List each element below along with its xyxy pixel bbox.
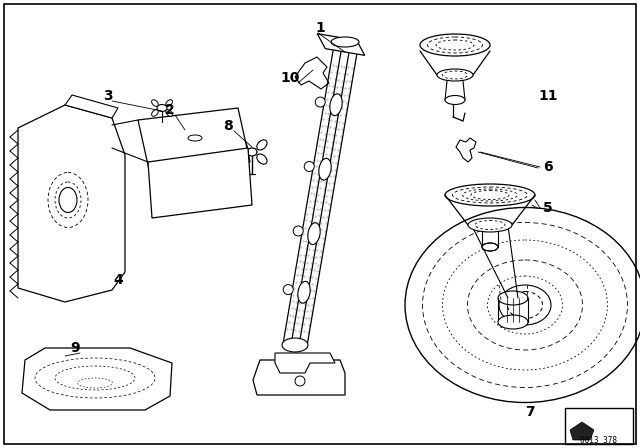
Ellipse shape bbox=[298, 281, 310, 303]
Polygon shape bbox=[18, 105, 125, 302]
Text: 11: 11 bbox=[538, 89, 557, 103]
Ellipse shape bbox=[166, 100, 172, 106]
Text: 0013 378: 0013 378 bbox=[580, 435, 618, 444]
Polygon shape bbox=[317, 34, 365, 56]
Polygon shape bbox=[570, 422, 594, 440]
Text: 1: 1 bbox=[315, 21, 325, 35]
Text: 2: 2 bbox=[165, 103, 175, 117]
Text: 10: 10 bbox=[280, 71, 300, 85]
Ellipse shape bbox=[257, 140, 267, 150]
Ellipse shape bbox=[437, 69, 473, 81]
Circle shape bbox=[316, 97, 325, 107]
Text: 8: 8 bbox=[223, 119, 233, 133]
Circle shape bbox=[293, 226, 303, 236]
Polygon shape bbox=[65, 95, 118, 118]
Circle shape bbox=[284, 284, 293, 295]
Ellipse shape bbox=[319, 158, 331, 180]
Ellipse shape bbox=[445, 95, 465, 104]
Ellipse shape bbox=[498, 315, 528, 329]
Ellipse shape bbox=[308, 223, 320, 245]
Ellipse shape bbox=[237, 154, 247, 164]
Polygon shape bbox=[138, 108, 250, 174]
Text: 5: 5 bbox=[543, 201, 553, 215]
Ellipse shape bbox=[498, 291, 528, 305]
Text: 4: 4 bbox=[113, 273, 123, 287]
Ellipse shape bbox=[445, 184, 535, 206]
Ellipse shape bbox=[152, 110, 158, 116]
Ellipse shape bbox=[331, 37, 359, 47]
Circle shape bbox=[304, 162, 314, 172]
Ellipse shape bbox=[257, 154, 267, 164]
Text: 3: 3 bbox=[103, 89, 113, 103]
Ellipse shape bbox=[468, 218, 512, 232]
Ellipse shape bbox=[237, 140, 247, 150]
Ellipse shape bbox=[157, 104, 167, 112]
Polygon shape bbox=[253, 360, 345, 395]
Ellipse shape bbox=[282, 338, 308, 352]
Ellipse shape bbox=[420, 34, 490, 56]
Text: 6: 6 bbox=[543, 160, 553, 174]
Ellipse shape bbox=[247, 148, 257, 156]
Polygon shape bbox=[148, 148, 252, 218]
Polygon shape bbox=[22, 348, 172, 410]
Text: 9: 9 bbox=[70, 341, 80, 355]
Polygon shape bbox=[275, 353, 335, 373]
Ellipse shape bbox=[482, 243, 498, 251]
Bar bbox=[565, 408, 633, 444]
Ellipse shape bbox=[330, 94, 342, 116]
Text: 7: 7 bbox=[525, 405, 535, 419]
Ellipse shape bbox=[152, 100, 158, 106]
Ellipse shape bbox=[166, 110, 172, 116]
